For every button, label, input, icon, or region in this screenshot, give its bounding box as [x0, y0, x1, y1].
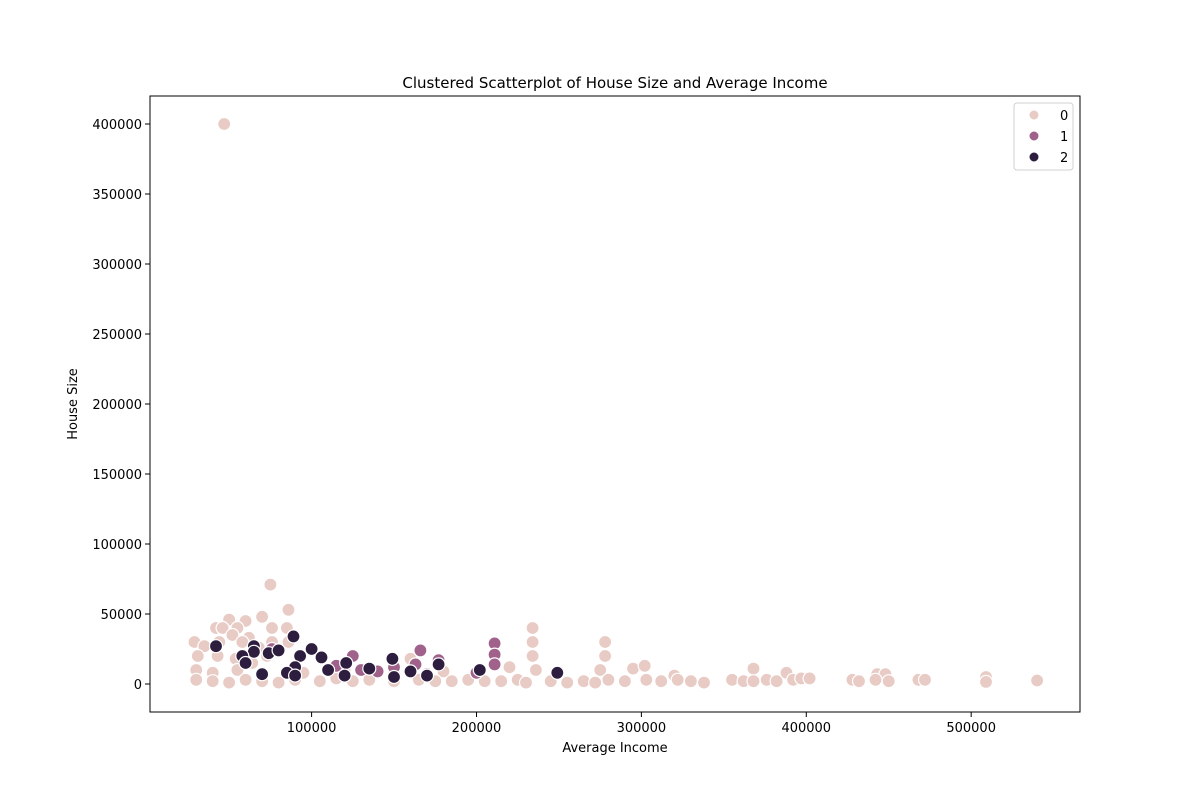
data-point — [304, 641, 319, 657]
data-point — [189, 672, 204, 687]
data-point — [472, 662, 487, 678]
y-axis: 0 50000 100000 150000 200000 250000 300000 3500… — [92, 118, 150, 693]
data-point — [337, 668, 352, 683]
legend-marker — [1028, 130, 1040, 142]
data-point — [601, 672, 616, 687]
y-tick-label: 300000 — [92, 258, 142, 273]
data-point — [746, 674, 761, 689]
data-point — [917, 672, 933, 687]
points-layer — [187, 116, 1045, 690]
y-axis-label: House Size — [66, 368, 81, 440]
data-point — [1029, 673, 1045, 688]
data-point — [217, 116, 232, 132]
legend-box — [1013, 102, 1074, 171]
data-point — [881, 674, 896, 689]
chart-title: Clustered Scatterplot of House Size and … — [402, 74, 827, 92]
data-point — [286, 629, 301, 644]
data-point — [625, 661, 641, 676]
data-point — [271, 675, 286, 690]
data-point — [639, 672, 654, 687]
data-point — [525, 620, 540, 636]
data-point — [444, 674, 459, 689]
x-tick-label: 300000 — [617, 721, 667, 736]
y-tick-label: 50000 — [101, 608, 142, 623]
legend: 0 1 2 — [1013, 102, 1074, 171]
data-point — [597, 634, 613, 650]
data-point — [321, 662, 336, 678]
data-point — [419, 668, 435, 683]
data-point — [550, 665, 565, 680]
data-point — [288, 668, 303, 683]
y-tick-label: 0 — [134, 678, 142, 693]
data-point — [255, 667, 270, 682]
data-point — [617, 674, 633, 689]
y-tick-label: 350000 — [92, 188, 142, 203]
data-point — [696, 675, 712, 690]
legend-label: 2 — [1060, 151, 1068, 166]
data-point — [281, 602, 296, 617]
data-point — [868, 672, 883, 687]
data-point — [494, 674, 509, 689]
x-axis-label: Average Income — [562, 741, 667, 756]
data-point — [314, 650, 329, 665]
data-point — [593, 662, 608, 678]
data-point — [362, 661, 377, 676]
data-point — [385, 651, 400, 666]
data-point — [190, 648, 205, 664]
x-axis: 100000 200000 300000 400000 500000 — [287, 712, 996, 736]
data-point — [802, 671, 817, 686]
y-tick-label: 250000 — [92, 328, 142, 343]
data-point — [205, 674, 220, 689]
y-tick-label: 100000 — [92, 538, 142, 553]
data-point — [264, 620, 280, 636]
data-point — [502, 660, 517, 675]
data-point — [386, 669, 402, 685]
data-point — [431, 657, 446, 672]
data-point — [403, 664, 418, 679]
x-tick-label: 500000 — [946, 721, 996, 736]
data-point — [560, 675, 575, 690]
data-point — [413, 643, 428, 658]
data-point — [525, 648, 540, 664]
data-point — [339, 655, 354, 671]
data-point — [238, 672, 253, 687]
legend-marker — [1028, 109, 1040, 121]
data-point — [225, 627, 240, 643]
data-point — [851, 674, 867, 689]
y-tick-label: 200000 — [92, 398, 142, 413]
data-point — [518, 675, 534, 690]
data-point — [312, 674, 327, 689]
data-point — [746, 661, 761, 676]
legend-marker — [1028, 151, 1040, 163]
data-point — [637, 658, 652, 673]
data-point — [487, 657, 502, 672]
data-point — [683, 674, 699, 689]
data-point — [978, 674, 994, 690]
legend-label: 0 — [1060, 109, 1068, 124]
x-tick-label: 200000 — [452, 721, 502, 736]
data-point — [597, 648, 613, 664]
data-point — [215, 620, 230, 636]
data-point — [528, 662, 544, 678]
y-tick-label: 400000 — [92, 118, 142, 133]
y-tick-label: 150000 — [92, 468, 142, 483]
data-point — [208, 639, 224, 654]
data-point — [255, 609, 270, 624]
legend-label: 1 — [1060, 130, 1068, 145]
data-point — [238, 655, 253, 671]
plot-frame — [149, 95, 1081, 713]
data-point — [222, 675, 237, 690]
data-point — [670, 672, 685, 687]
x-tick-label: 400000 — [781, 721, 831, 736]
data-point — [271, 643, 286, 658]
data-point — [525, 634, 540, 650]
data-point — [263, 577, 278, 592]
data-point — [769, 674, 784, 689]
x-tick-label: 100000 — [287, 721, 337, 736]
data-point — [654, 674, 669, 689]
data-point — [588, 675, 603, 690]
